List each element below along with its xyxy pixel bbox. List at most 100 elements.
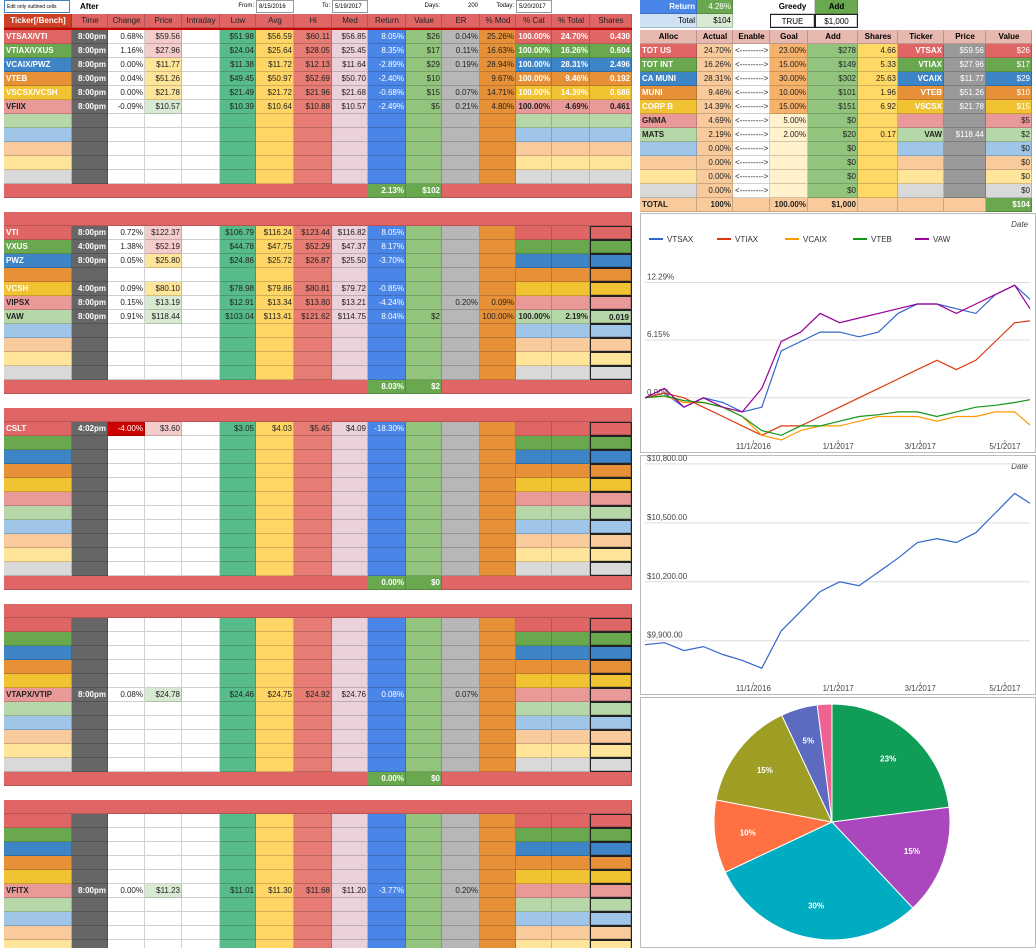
alloc-cell: $27.96 [944, 58, 986, 72]
ticker-cell: VAW [4, 310, 72, 324]
legend-label: VCAIX [803, 235, 828, 244]
data-cell: $121.62 [294, 310, 332, 324]
data-cell [516, 366, 552, 380]
data-cell [516, 240, 552, 254]
data-cell: 1.38% [108, 240, 145, 254]
data-cell [590, 758, 632, 772]
alloc-cell [858, 184, 898, 198]
data-cell [552, 926, 590, 940]
data-cell [516, 142, 552, 156]
data-cell: $118.44 [145, 310, 182, 324]
alloc-cell: VTEB [898, 86, 944, 100]
alloc-cell: VCAIX [898, 72, 944, 86]
data-cell [552, 940, 590, 948]
data-cell [332, 128, 368, 142]
data-cell [442, 142, 480, 156]
data-cell [145, 716, 182, 730]
data-cell: -2.89% [368, 58, 406, 72]
data-cell [145, 450, 182, 464]
data-cell [442, 716, 480, 730]
total-band [4, 772, 632, 786]
data-cell [108, 842, 145, 856]
data-cell [108, 912, 145, 926]
data-cell [182, 492, 220, 506]
data-cell [145, 912, 182, 926]
data-cell [406, 282, 442, 296]
ticker-cell: CSLT [4, 422, 72, 436]
data-cell [590, 660, 632, 674]
summary-add: $1,000 [815, 14, 858, 28]
data-cell [256, 548, 294, 562]
data-cell [368, 646, 406, 660]
data-cell [480, 170, 516, 184]
data-cell [108, 926, 145, 940]
data-cell [406, 450, 442, 464]
data-cell [368, 338, 406, 352]
data-cell [368, 926, 406, 940]
data-cell [516, 324, 552, 338]
data-cell [368, 856, 406, 870]
data-cell [182, 744, 220, 758]
alloc-cell: 1.96 [858, 86, 898, 100]
toolbar-note: Edit only outlined cells [4, 0, 70, 13]
data-cell [220, 828, 256, 842]
data-cell [590, 884, 632, 898]
data-cell [256, 758, 294, 772]
alloc-cell: $0 [986, 156, 1032, 170]
data-cell: 1.16% [108, 44, 145, 58]
data-cell [590, 520, 632, 534]
data-cell [72, 828, 108, 842]
data-cell [406, 240, 442, 254]
data-cell [182, 814, 220, 828]
alloc-cell [858, 156, 898, 170]
series-line [644, 395, 1031, 441]
column-header: Shares [590, 14, 632, 28]
alloc-cell: <---------> [733, 184, 770, 198]
data-cell [256, 114, 294, 128]
data-cell [442, 170, 480, 184]
data-cell [256, 506, 294, 520]
data-cell [516, 912, 552, 926]
data-cell [294, 814, 332, 828]
x-tick-label: 5/1/2017 [989, 442, 1021, 451]
data-cell [145, 338, 182, 352]
data-cell [72, 842, 108, 856]
column-header: Value [406, 14, 442, 28]
data-cell [220, 548, 256, 562]
toolbar-to-label: To: [321, 3, 330, 9]
data-cell: 100.00% [516, 310, 552, 324]
data-cell [256, 562, 294, 576]
data-cell [256, 324, 294, 338]
data-cell [406, 674, 442, 688]
data-cell [480, 842, 516, 856]
column-header: Hi [294, 14, 332, 28]
data-cell [182, 86, 220, 100]
data-cell [332, 170, 368, 184]
ticker-cell [4, 268, 72, 282]
data-cell [182, 674, 220, 688]
data-cell: -2.49% [368, 100, 406, 114]
data-cell [480, 114, 516, 128]
data-cell: 0.91% [108, 310, 145, 324]
data-cell [182, 254, 220, 268]
alloc-total [858, 198, 898, 212]
data-cell [406, 646, 442, 660]
data-cell [220, 646, 256, 660]
data-cell [442, 324, 480, 338]
alloc-total: $1,000 [808, 198, 858, 212]
data-cell [108, 450, 145, 464]
data-cell [442, 870, 480, 884]
data-cell [406, 702, 442, 716]
data-cell: $80.81 [294, 282, 332, 296]
data-cell: $103.04 [220, 310, 256, 324]
column-header: Low [220, 14, 256, 28]
data-cell [442, 940, 480, 948]
data-cell [368, 660, 406, 674]
data-cell [108, 744, 145, 758]
alloc-cell: $59.56 [944, 44, 986, 58]
data-cell [256, 842, 294, 856]
data-cell: 0.19% [442, 58, 480, 72]
data-cell: -0.09% [108, 100, 145, 114]
alloc-cell [640, 170, 697, 184]
data-cell: $78.98 [220, 282, 256, 296]
